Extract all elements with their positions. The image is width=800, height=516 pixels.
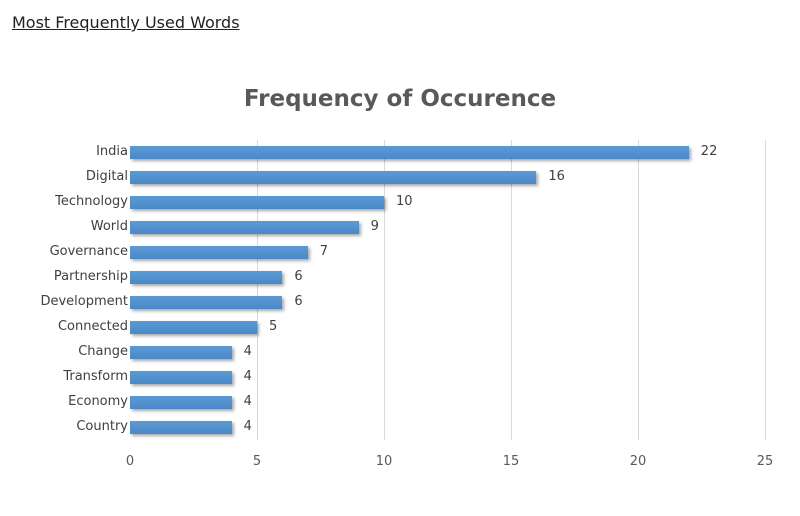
category-label: Partnership bbox=[53, 269, 128, 284]
gridline bbox=[638, 140, 639, 440]
data-label: 9 bbox=[370, 219, 379, 234]
category-label: India bbox=[96, 144, 128, 159]
x-tick-label: 5 bbox=[252, 454, 262, 469]
bar-row: Digital 16 bbox=[0, 165, 800, 190]
chart-plot-area: India 22 Digital 16 Technology 10 World 9 Govern… bbox=[40, 140, 766, 440]
data-label: 4 bbox=[243, 344, 252, 359]
data-label: 7 bbox=[319, 244, 329, 259]
gridline bbox=[384, 140, 385, 440]
data-label: 22 bbox=[700, 144, 718, 159]
x-tick-label: 25 bbox=[756, 454, 774, 469]
data-label: 6 bbox=[294, 294, 303, 309]
bar-row: Governance 7 bbox=[0, 240, 800, 265]
bar-row: Technology 10 bbox=[0, 190, 800, 215]
x-tick-label: 10 bbox=[375, 454, 393, 469]
category-label: Country bbox=[76, 419, 128, 434]
category-label: Governance bbox=[49, 244, 128, 259]
bar bbox=[130, 246, 308, 259]
data-label: 6 bbox=[294, 269, 303, 284]
x-tick-label: 15 bbox=[502, 454, 520, 469]
bar bbox=[130, 421, 232, 434]
gridline bbox=[765, 140, 766, 440]
data-label: 10 bbox=[396, 194, 413, 209]
bar bbox=[130, 296, 283, 309]
bar-row: India 22 bbox=[0, 140, 800, 165]
category-label: World bbox=[90, 219, 128, 234]
x-tick-label: 20 bbox=[629, 454, 647, 469]
bar bbox=[130, 396, 232, 409]
bar bbox=[130, 196, 384, 209]
category-label: Technology bbox=[55, 194, 128, 209]
data-label: 4 bbox=[243, 369, 252, 384]
category-label: Transform bbox=[63, 369, 128, 384]
category-label: Change bbox=[78, 344, 128, 359]
bar-row: World 9 bbox=[0, 215, 800, 240]
data-label: 4 bbox=[243, 419, 252, 434]
page-heading: Most Frequently Used Words bbox=[12, 13, 240, 32]
gridline bbox=[511, 140, 512, 440]
data-label: 4 bbox=[243, 394, 252, 409]
bar-row: Country 4 bbox=[0, 415, 800, 440]
data-label: 5 bbox=[269, 319, 278, 334]
bar bbox=[130, 221, 359, 234]
bar-row: Economy 4 bbox=[0, 390, 800, 415]
category-label: Connected bbox=[57, 319, 128, 334]
bar-row: Connected 5 bbox=[0, 315, 800, 340]
category-label: Development bbox=[40, 294, 128, 309]
bar bbox=[130, 171, 537, 184]
chart-title: Frequency of Occurence bbox=[243, 86, 557, 112]
bar bbox=[130, 346, 232, 359]
bar bbox=[130, 271, 283, 284]
x-tick-label: 0 bbox=[125, 454, 135, 469]
data-label: 16 bbox=[548, 169, 565, 184]
bar-row: Partnership 6 bbox=[0, 265, 800, 290]
category-label: Digital bbox=[85, 169, 128, 184]
bar bbox=[130, 146, 689, 159]
category-label: Economy bbox=[68, 394, 128, 409]
gridline bbox=[257, 140, 258, 440]
bar-row: Development 6 bbox=[0, 290, 800, 315]
bar bbox=[130, 321, 257, 334]
bar-row: Change 4 bbox=[0, 340, 800, 365]
bar-row: Transform 4 bbox=[0, 365, 800, 390]
bar bbox=[130, 371, 232, 384]
